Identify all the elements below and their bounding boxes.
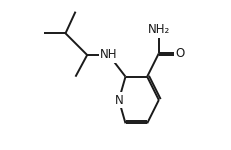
Text: O: O — [176, 47, 185, 60]
Text: NH: NH — [100, 48, 118, 62]
Text: N: N — [114, 93, 123, 106]
Text: NH₂: NH₂ — [148, 24, 170, 36]
